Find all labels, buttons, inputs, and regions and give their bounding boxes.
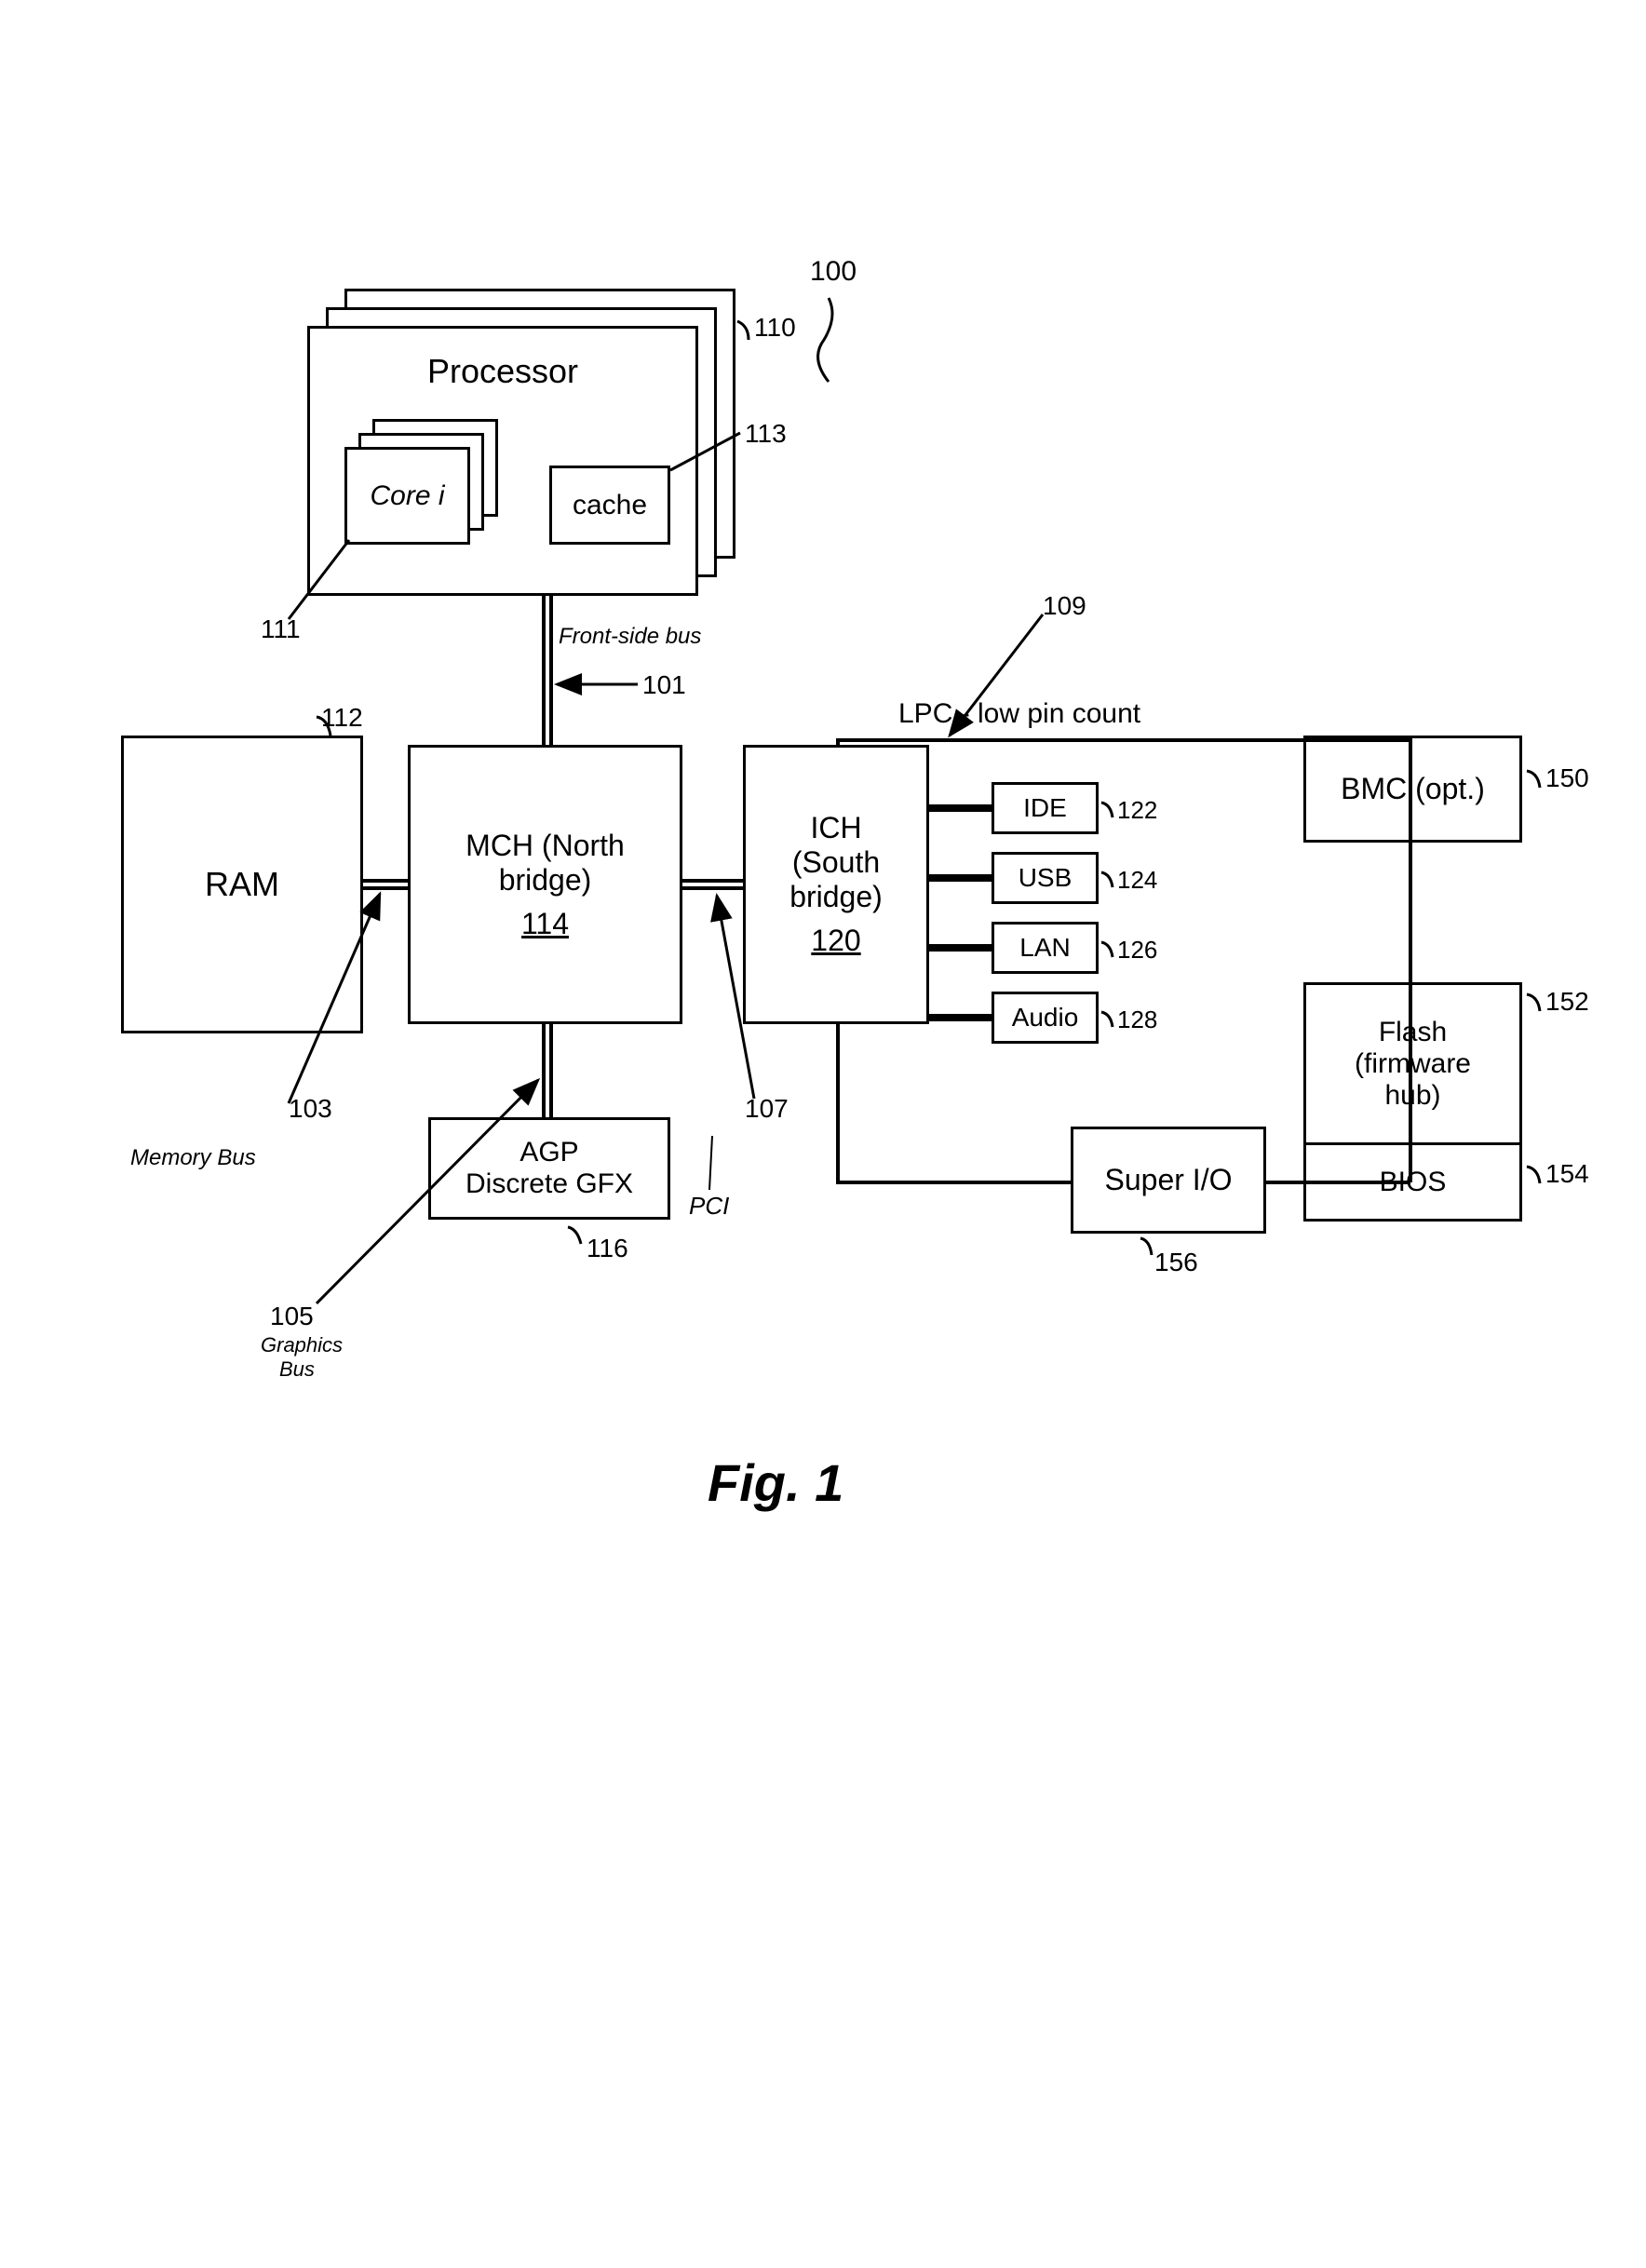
fsb-ref: 101 [642,670,686,700]
agp-ref: 116 [587,1234,628,1263]
ram-label: RAM [205,865,279,904]
mch-line1: MCH (North [465,829,625,863]
ide-label: IDE [1023,793,1067,823]
ram-block: RAM [121,736,363,1033]
bmc-ref: 150 [1545,763,1589,793]
memory-ref: 103 [289,1094,332,1124]
memory-label: Memory Bus [130,1145,256,1171]
mch-ref: 114 [521,907,569,941]
ide-block: IDE [992,782,1099,834]
core-label: Core i [370,480,444,512]
cache-block: cache [549,466,670,545]
flash-line1: Flash [1379,1017,1447,1048]
superio-label: Super I/O [1105,1163,1233,1197]
bios-ref: 154 [1545,1159,1589,1189]
pci-label: PCI [689,1192,729,1221]
audio-ref: 128 [1117,1006,1157,1034]
processor-label: Processor [310,352,695,391]
bios-label: BIOS [1380,1167,1447,1198]
lan-label: LAN [1019,933,1070,963]
ich-line1: ICH [810,811,861,845]
agp-line1: AGP [519,1137,578,1168]
bios-block: BIOS [1303,1142,1522,1222]
flash-block: Flash (firmware hub) [1303,982,1522,1145]
flash-line3: hub) [1384,1080,1440,1112]
fsb-bus [542,596,553,745]
agp-block: AGP Discrete GFX [428,1117,670,1220]
cache-ref: 113 [745,419,787,449]
ich-line2: (South [792,845,880,880]
ich-ref: 120 [811,924,860,958]
flash-ref: 152 [1545,987,1589,1017]
figure-label: Fig. 1 [708,1452,843,1513]
lan-ref: 126 [1117,936,1157,965]
superio-block: Super I/O [1071,1127,1266,1234]
usb-label: USB [1019,863,1073,893]
core-block: Core i [344,447,470,545]
graphics-ref: 105 [270,1302,314,1331]
bmc-label: BMC (opt.) [1341,772,1485,806]
agp-line2: Discrete GFX [465,1168,633,1200]
cache-label: cache [573,490,647,521]
graphics-label1: Graphics [261,1333,343,1357]
lan-block: LAN [992,922,1099,974]
ich-line3: bridge) [789,880,883,914]
ide-ref: 122 [1117,796,1157,825]
core-ref: 111 [261,614,301,644]
graphics-label2: Bus [279,1357,315,1382]
superio-ref: 156 [1154,1248,1198,1277]
ram-ref: 112 [321,703,363,733]
mch-block: MCH (North bridge) 114 [408,745,682,1024]
ich-block: ICH (South bridge) 120 [743,745,929,1024]
system-ref: 100 [810,256,857,288]
pci-bus [682,879,743,890]
audio-block: Audio [992,992,1099,1044]
bmc-block: BMC (opt.) [1303,736,1522,843]
usb-ref: 124 [1117,866,1157,895]
audio-label: Audio [1012,1003,1079,1033]
memory-bus [363,879,408,890]
lpc-label: LPC - low pin count [898,698,1140,730]
processor-ref: 110 [754,313,796,343]
fsb-label: Front-side bus [559,624,701,650]
pci-ref: 107 [745,1094,789,1124]
lpc-ref: 109 [1043,591,1086,621]
mch-line2: bridge) [499,863,592,898]
flash-line2: (firmware [1355,1048,1471,1080]
usb-block: USB [992,852,1099,904]
graphics-bus [542,1024,553,1117]
